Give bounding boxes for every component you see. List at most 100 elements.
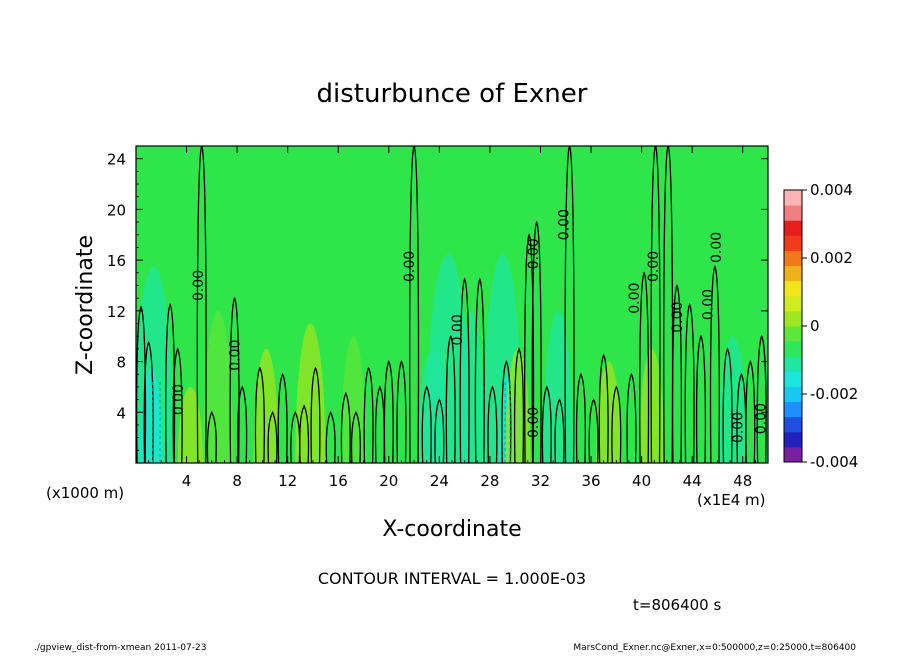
contour-line <box>639 271 650 463</box>
colorbar-swatch <box>784 280 802 297</box>
contour-value-label: 0.00 <box>450 314 466 345</box>
colorbar-swatch <box>784 250 802 267</box>
y-tick-label: 12 <box>107 303 126 321</box>
colorbar-swatch <box>784 190 802 206</box>
x-tick-label: 20 <box>379 472 398 490</box>
contour-line <box>663 146 674 463</box>
y-tick-label: 24 <box>107 151 126 169</box>
colorbar-swatch <box>784 341 802 357</box>
contour-line <box>340 391 351 463</box>
footer-left: ./gpview_dist-from-xmean 2011-07-23 <box>34 643 206 653</box>
contour-line <box>541 385 552 463</box>
contour-value-label: 0.00 <box>709 232 725 263</box>
colorbar-swatch <box>784 386 802 403</box>
colorbar-swatch <box>784 326 802 342</box>
x-tick-label: 24 <box>430 472 449 490</box>
contour-line <box>745 360 756 463</box>
colorbar-swatch <box>784 310 802 327</box>
x-tick-label: 8 <box>232 472 242 490</box>
contour-value-label: 0.00 <box>228 340 244 371</box>
colorbar-tick-label: 0.004 <box>810 181 853 199</box>
contour-line <box>564 146 575 463</box>
contour-line <box>136 305 147 463</box>
contour-interval-note: CONTOUR INTERVAL = 1.000E-03 <box>318 569 586 588</box>
contour-line <box>626 372 637 463</box>
contour-line <box>709 264 720 463</box>
colorbar <box>783 189 803 463</box>
contour-line <box>143 341 154 463</box>
contour-line <box>650 146 661 463</box>
y-axis-label: Z-coordinate <box>73 235 98 375</box>
contour-line <box>554 398 565 463</box>
x-tick-label: 28 <box>480 472 499 490</box>
field-plume <box>295 323 326 463</box>
colorbar-swatch <box>784 431 802 448</box>
colorbar-tick-label: -0.004 <box>810 453 858 471</box>
contour-line <box>237 385 248 463</box>
x-tick-label: 40 <box>632 472 651 490</box>
contour-line <box>363 366 374 463</box>
contour-line <box>383 360 394 463</box>
y-tick-label: 4 <box>116 404 126 422</box>
x-axis-label: X-coordinate <box>382 517 521 542</box>
contour-line <box>409 146 420 463</box>
x-tick-label: 16 <box>329 472 348 490</box>
footer-right: MarsCond_Exner.nc@Exner,x=0:500000,z=0:2… <box>573 643 856 653</box>
contour-value-label: 0.00 <box>646 251 662 282</box>
colorbar-swatch <box>784 416 802 433</box>
field-plume <box>459 310 485 463</box>
contour-line <box>310 366 321 463</box>
x-tick-label: 36 <box>581 472 600 490</box>
y-tick-label: 16 <box>107 252 126 270</box>
contour-line <box>396 360 407 463</box>
contour-line <box>598 353 609 463</box>
contour-line <box>325 410 336 463</box>
contour-line <box>172 347 183 463</box>
field-plume <box>253 348 279 463</box>
field-plume <box>202 310 234 463</box>
contour-value-label: 0.00 <box>526 407 542 438</box>
contour-line <box>671 284 683 463</box>
contour-line <box>722 347 733 463</box>
contour-line <box>459 277 470 463</box>
x-tick-label: 12 <box>278 472 297 490</box>
contour-line <box>501 360 512 463</box>
colorbar-swatch <box>784 401 802 418</box>
contour-line <box>254 366 265 463</box>
contour-line <box>513 347 525 463</box>
contour-line <box>206 410 217 463</box>
x-tick-label: 32 <box>531 472 550 490</box>
contour-value-label: 0.00 <box>700 289 716 320</box>
time-stamp: t=806400 s <box>633 596 721 614</box>
contour-lines <box>136 146 767 463</box>
contour-value-label: 0.00 <box>171 384 187 415</box>
contour-line <box>434 398 445 463</box>
colorbar-swatch <box>784 265 802 282</box>
contour-value-label: 0.00 <box>526 238 542 269</box>
colorbar-swatch <box>784 371 802 387</box>
contour-value-label: 0.00 <box>753 403 769 434</box>
chart-title: disturbunce of Exner <box>317 79 588 109</box>
contour-line <box>531 220 542 463</box>
colorbar-tick-label: 0.002 <box>810 249 853 267</box>
contour-line <box>611 385 622 463</box>
contour-line <box>524 233 535 463</box>
contour-line <box>277 372 288 463</box>
contour-line <box>229 296 240 463</box>
contour-value-label: 0.00 <box>191 270 207 301</box>
y-tick-label: 8 <box>116 354 126 372</box>
contour-line <box>575 372 586 463</box>
x-axis: 4 8 12 16 20 24 28 32 36 40 44 48 <box>148 146 756 490</box>
colorbar-tick-label: 0 <box>810 317 820 335</box>
contour-line <box>474 277 485 463</box>
colorbar-swatch <box>784 446 802 463</box>
x-unit-left: (x1000 m) <box>46 484 124 502</box>
contour-value-label: 0.00 <box>627 283 643 314</box>
contour-line <box>684 303 695 463</box>
contour-line <box>588 398 599 463</box>
field-plume <box>177 386 203 463</box>
contour-line <box>165 303 176 463</box>
contour-value-label: 0.00 <box>731 412 747 443</box>
contour-line <box>445 334 456 463</box>
